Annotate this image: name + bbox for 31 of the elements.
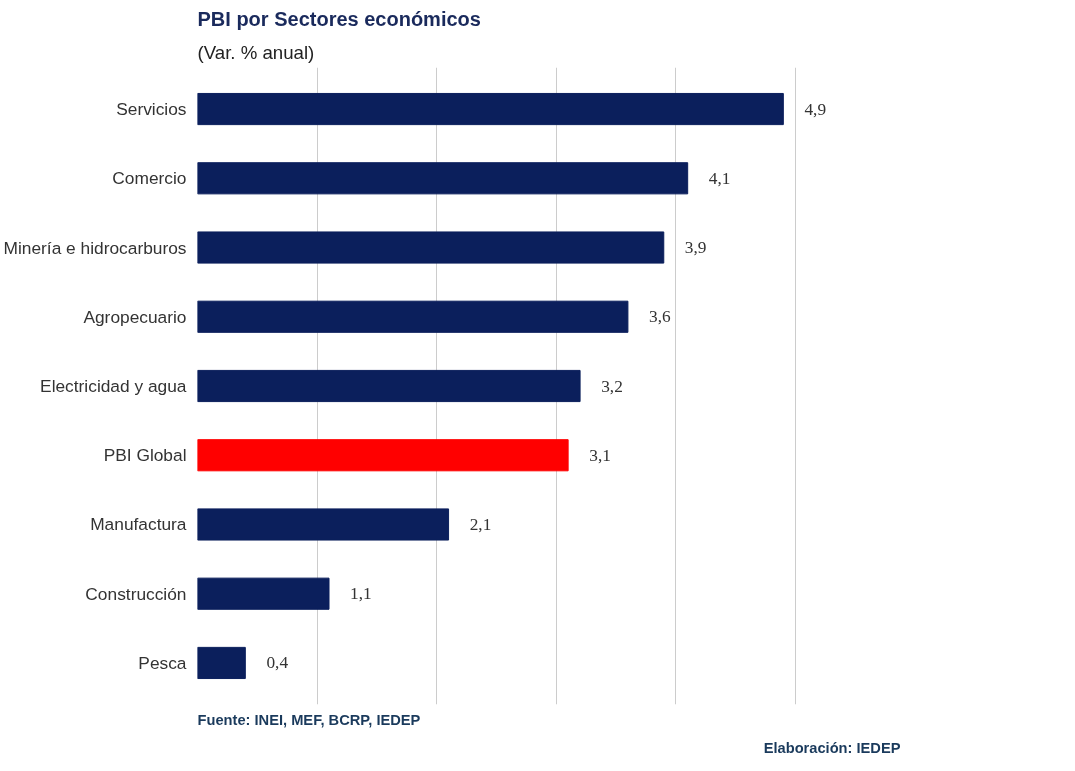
bar [197, 369, 581, 403]
source-note: Fuente: INEI, MEF, BCRP, IEDEP [197, 711, 421, 728]
data-label: 0,4 [266, 653, 289, 673]
bar [197, 162, 689, 195]
y-tick-label: Construcción [85, 583, 187, 604]
text: Elaboración: IEDEP [763, 739, 901, 756]
data-label: 3,2 [601, 376, 623, 396]
chart-title: PBI por Sectores económicos [197, 7, 481, 30]
bar [197, 439, 569, 472]
y-tick-label: Comercio [112, 168, 187, 189]
y-tick-label: Minería e hidrocarburos [3, 237, 187, 258]
data-label: 4,9 [804, 99, 827, 119]
data-label: 4,1 [708, 168, 731, 188]
data-label: 1,1 [350, 584, 372, 604]
y-tick-label: Electricidad y agua [40, 376, 187, 396]
bar [197, 646, 246, 680]
data-label: 3,6 [649, 307, 671, 327]
data-label: 3,9 [684, 238, 707, 258]
bar [197, 577, 330, 610]
y-tick-label: Manufactura [90, 514, 187, 535]
bar [197, 231, 665, 264]
bar [197, 508, 450, 541]
bar [197, 92, 784, 126]
y-tick-label: Agropecuario [83, 306, 187, 327]
y-tick-label: Servicios [116, 99, 187, 120]
bar [197, 300, 629, 333]
data-label: 3,1 [589, 445, 611, 465]
chart-subtitle: (Var. % anual) [197, 41, 315, 63]
y-tick-label: PBI Global [103, 445, 187, 466]
y-tick-label: Pesca [138, 652, 187, 673]
data-label: 2,1 [469, 514, 492, 534]
